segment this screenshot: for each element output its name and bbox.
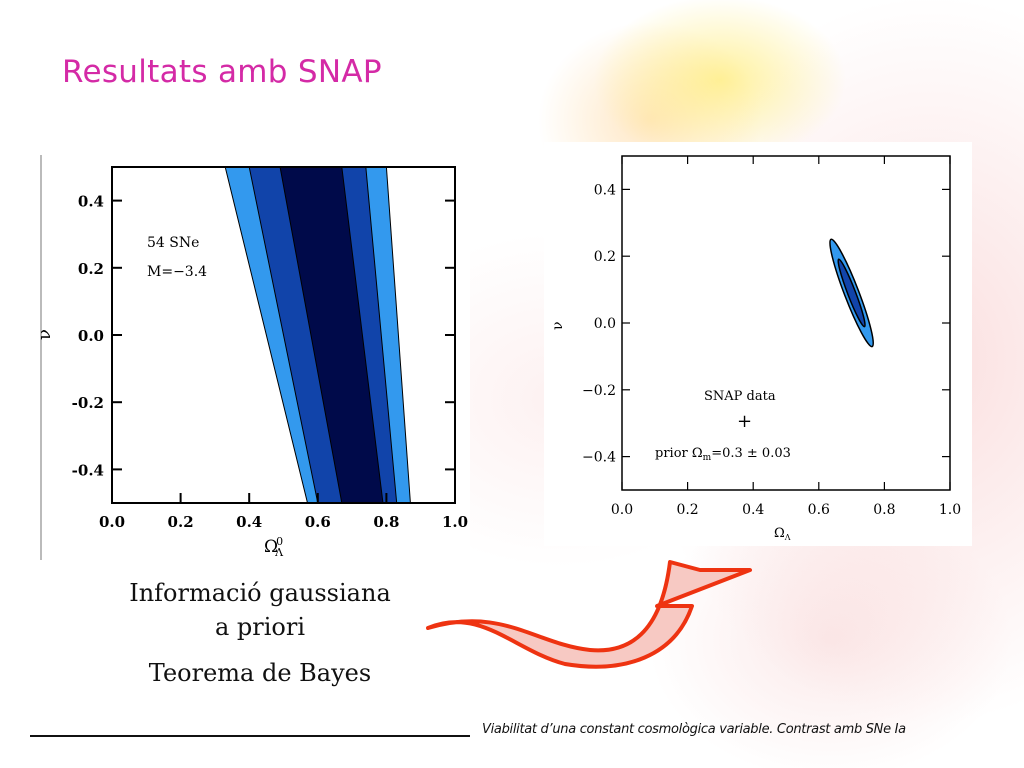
left-y-tick-label: 0.4 [78, 193, 104, 211]
right-y-tick-label: −0.2 [582, 383, 616, 399]
left-annotation-m: M=−3.4 [147, 264, 207, 280]
left-x-tick-label: 1.0 [442, 513, 468, 531]
left-x-tick-label: 0.4 [236, 513, 262, 531]
right-contour-chart: 0.4 0.2 0.0 −0.2 −0.4 0.0 0.2 0.4 0.6 0.8 1.0 SNA… [550, 155, 961, 542]
left-x-tick-labels: 0.0 0.2 0.4 0.6 0.8 1.0 [99, 513, 468, 531]
right-prior-value: =0.3 ± 0.03 [711, 446, 791, 461]
footer-rule [30, 735, 470, 737]
right-x-tick-label: 0.6 [808, 502, 830, 518]
left-x-tick-label: 0.0 [99, 513, 125, 531]
left-y-tick-label: 0.2 [78, 260, 104, 278]
caption-gaussian-info: Informació gaussiana [129, 579, 391, 607]
left-x-tick-label: 0.8 [373, 513, 399, 531]
right-ticks [621, 156, 951, 490]
right-y-tick-label: −0.4 [582, 450, 616, 466]
right-y-tick-label: 0.4 [594, 182, 616, 198]
right-x-tick-label: 1.0 [939, 502, 961, 518]
footer-text: Viabilitat d’una constant cosmològica va… [482, 722, 906, 737]
right-x-axis-omega: Ω [774, 526, 785, 541]
right-annotation-snap: SNAP data [704, 389, 776, 404]
left-y-tick-label: -0.2 [72, 394, 104, 412]
right-x-axis-label: ΩΛ [774, 526, 791, 542]
right-ellipses [829, 238, 874, 348]
right-prior-sub: m [703, 453, 712, 463]
arrow-shape [426, 560, 752, 669]
right-y-tick-label: 0.0 [594, 316, 616, 332]
right-y-axis-label: ν [550, 321, 566, 330]
right-y-tick-label: 0.2 [594, 249, 616, 265]
curved-arrow [426, 560, 752, 669]
caption-bayes-theorem: Teorema de Bayes [148, 659, 372, 687]
right-x-tick-label: 0.0 [611, 502, 633, 518]
left-x-axis-sup: 0 [276, 535, 283, 548]
left-x-axis-label: Ω0 Λ [264, 535, 284, 559]
right-y-tick-labels: 0.4 0.2 0.0 −0.2 −0.4 [582, 182, 616, 465]
left-ticks [111, 199, 456, 503]
right-chart-panel: 0.4 0.2 0.0 −0.2 −0.4 0.0 0.2 0.4 0.6 0.8 1.0 SNA… [544, 142, 972, 546]
left-contour-chart: 0.4 0.2 0.0 -0.2 -0.4 0.0 0.2 0.4 0.6 0.8 1.0 54 … [34, 155, 468, 560]
right-x-tick-label: 0.4 [742, 502, 764, 518]
right-x-tick-label: 0.8 [873, 502, 895, 518]
left-y-tick-label: -0.4 [72, 461, 104, 479]
right-annotation-plus: + [737, 411, 752, 432]
right-annotation-prior: prior Ωm=0.3 ± 0.03 [655, 446, 791, 463]
right-x-tick-label: 0.2 [676, 502, 698, 518]
left-chart-panel: 0.4 0.2 0.0 -0.2 -0.4 0.0 0.2 0.4 0.6 0.8 1.0 54 … [34, 150, 470, 562]
left-annotation-sne: 54 SNe [147, 235, 199, 251]
right-x-axis-sub: Λ [784, 533, 791, 542]
left-x-axis-sub: Λ [274, 546, 284, 559]
left-y-tick-label: 0.0 [78, 327, 104, 345]
right-plot-frame [621, 155, 951, 491]
left-y-axis-label: ν [38, 329, 55, 340]
left-x-axis-omega: Ω [264, 537, 278, 557]
left-bands [224, 166, 411, 504]
right-prior-omega: prior Ω [655, 446, 703, 461]
left-x-tick-label: 0.6 [305, 513, 331, 531]
left-y-tick-labels: 0.4 0.2 0.0 -0.2 -0.4 [72, 193, 104, 480]
slide-title: Resultats amb SNAP [62, 54, 382, 90]
right-ellipse-inner [837, 258, 866, 328]
caption-a-priori: a priori [214, 613, 306, 641]
left-x-tick-label: 0.2 [168, 513, 194, 531]
right-x-tick-labels: 0.0 0.2 0.4 0.6 0.8 1.0 [611, 502, 961, 518]
